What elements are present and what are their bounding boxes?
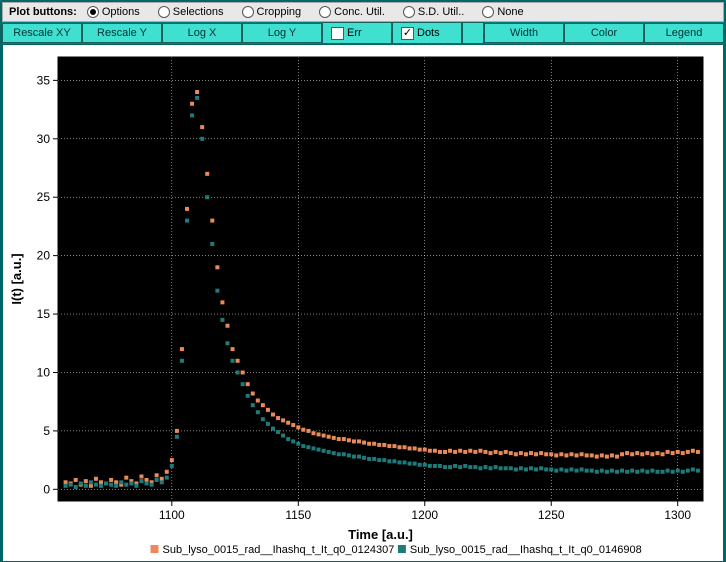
- checkbox-icon: ✓: [401, 27, 414, 40]
- legend-button[interactable]: Legend: [644, 23, 724, 43]
- radio-dot-icon: [158, 6, 170, 18]
- checkbox-icon: [331, 27, 344, 40]
- err-checkbox[interactable]: Err: [322, 22, 392, 44]
- rescale-y-button[interactable]: Rescale Y: [82, 23, 162, 43]
- svg-text:5: 5: [43, 424, 50, 438]
- svg-text:0: 0: [43, 482, 50, 496]
- svg-text:10: 10: [37, 365, 51, 379]
- svg-text:Sub_lyso_0015_rad__Ihashq_t_It: Sub_lyso_0015_rad__Ihashq_t_It_q0_012430…: [163, 544, 395, 556]
- plot-buttons-radio-group: Plot buttons: Options Selections Croppin…: [2, 2, 724, 22]
- chart-svg[interactable]: 1100 1150 1200 1250 1300 0 5 10 15 20 25 30 35 Time […: [3, 45, 723, 561]
- dots-checkbox[interactable]: ✓ Dots: [392, 22, 462, 44]
- radio-conc-util[interactable]: Conc. Util.: [319, 6, 385, 18]
- svg-text:20: 20: [37, 249, 51, 263]
- log-y-button[interactable]: Log Y: [242, 23, 322, 43]
- svg-text:35: 35: [37, 73, 51, 87]
- radio-dot-icon: [403, 6, 415, 18]
- svg-text:1300: 1300: [664, 508, 691, 522]
- svg-text:Time [a.u.]: Time [a.u.]: [348, 527, 413, 542]
- radio-cropping[interactable]: Cropping: [242, 6, 302, 18]
- radio-dot-icon: [319, 6, 331, 18]
- svg-text:I(t) [a.u.]: I(t) [a.u.]: [9, 253, 24, 304]
- plot-buttons-label: Plot buttons:: [9, 6, 77, 18]
- radio-dot-icon: [242, 6, 254, 18]
- rescale-xy-button[interactable]: Rescale XY: [2, 23, 82, 43]
- svg-text:1100: 1100: [159, 508, 185, 522]
- toolbar: Rescale XY Rescale Y Log X Log Y Err ✓ D…: [2, 22, 724, 44]
- log-x-button[interactable]: Log X: [162, 23, 242, 43]
- svg-text:25: 25: [37, 190, 51, 204]
- width-button[interactable]: Width: [484, 23, 564, 43]
- radio-dot-icon: [87, 6, 99, 18]
- svg-text:1150: 1150: [285, 508, 311, 522]
- radio-selections[interactable]: Selections: [158, 6, 224, 18]
- chart-area: 1100 1150 1200 1250 1300 0 5 10 15 20 25 30 35 Time […: [2, 44, 724, 562]
- radio-sd-util[interactable]: S.D. Util..: [403, 6, 464, 18]
- svg-text:30: 30: [37, 132, 51, 146]
- app-frame: Plot buttons: Options Selections Croppin…: [0, 0, 726, 562]
- svg-text:15: 15: [37, 307, 51, 321]
- radio-options[interactable]: Options: [87, 6, 140, 18]
- radio-none[interactable]: None: [482, 6, 523, 18]
- radio-dot-icon: [482, 6, 494, 18]
- svg-text:1200: 1200: [411, 508, 438, 522]
- color-button[interactable]: Color: [564, 23, 644, 43]
- svg-text:1250: 1250: [538, 508, 565, 522]
- toolbar-spacer: [462, 22, 484, 44]
- svg-text:Sub_lyso_0015_rad__Ihashq_t_It: Sub_lyso_0015_rad__Ihashq_t_It_q0_014690…: [410, 544, 642, 556]
